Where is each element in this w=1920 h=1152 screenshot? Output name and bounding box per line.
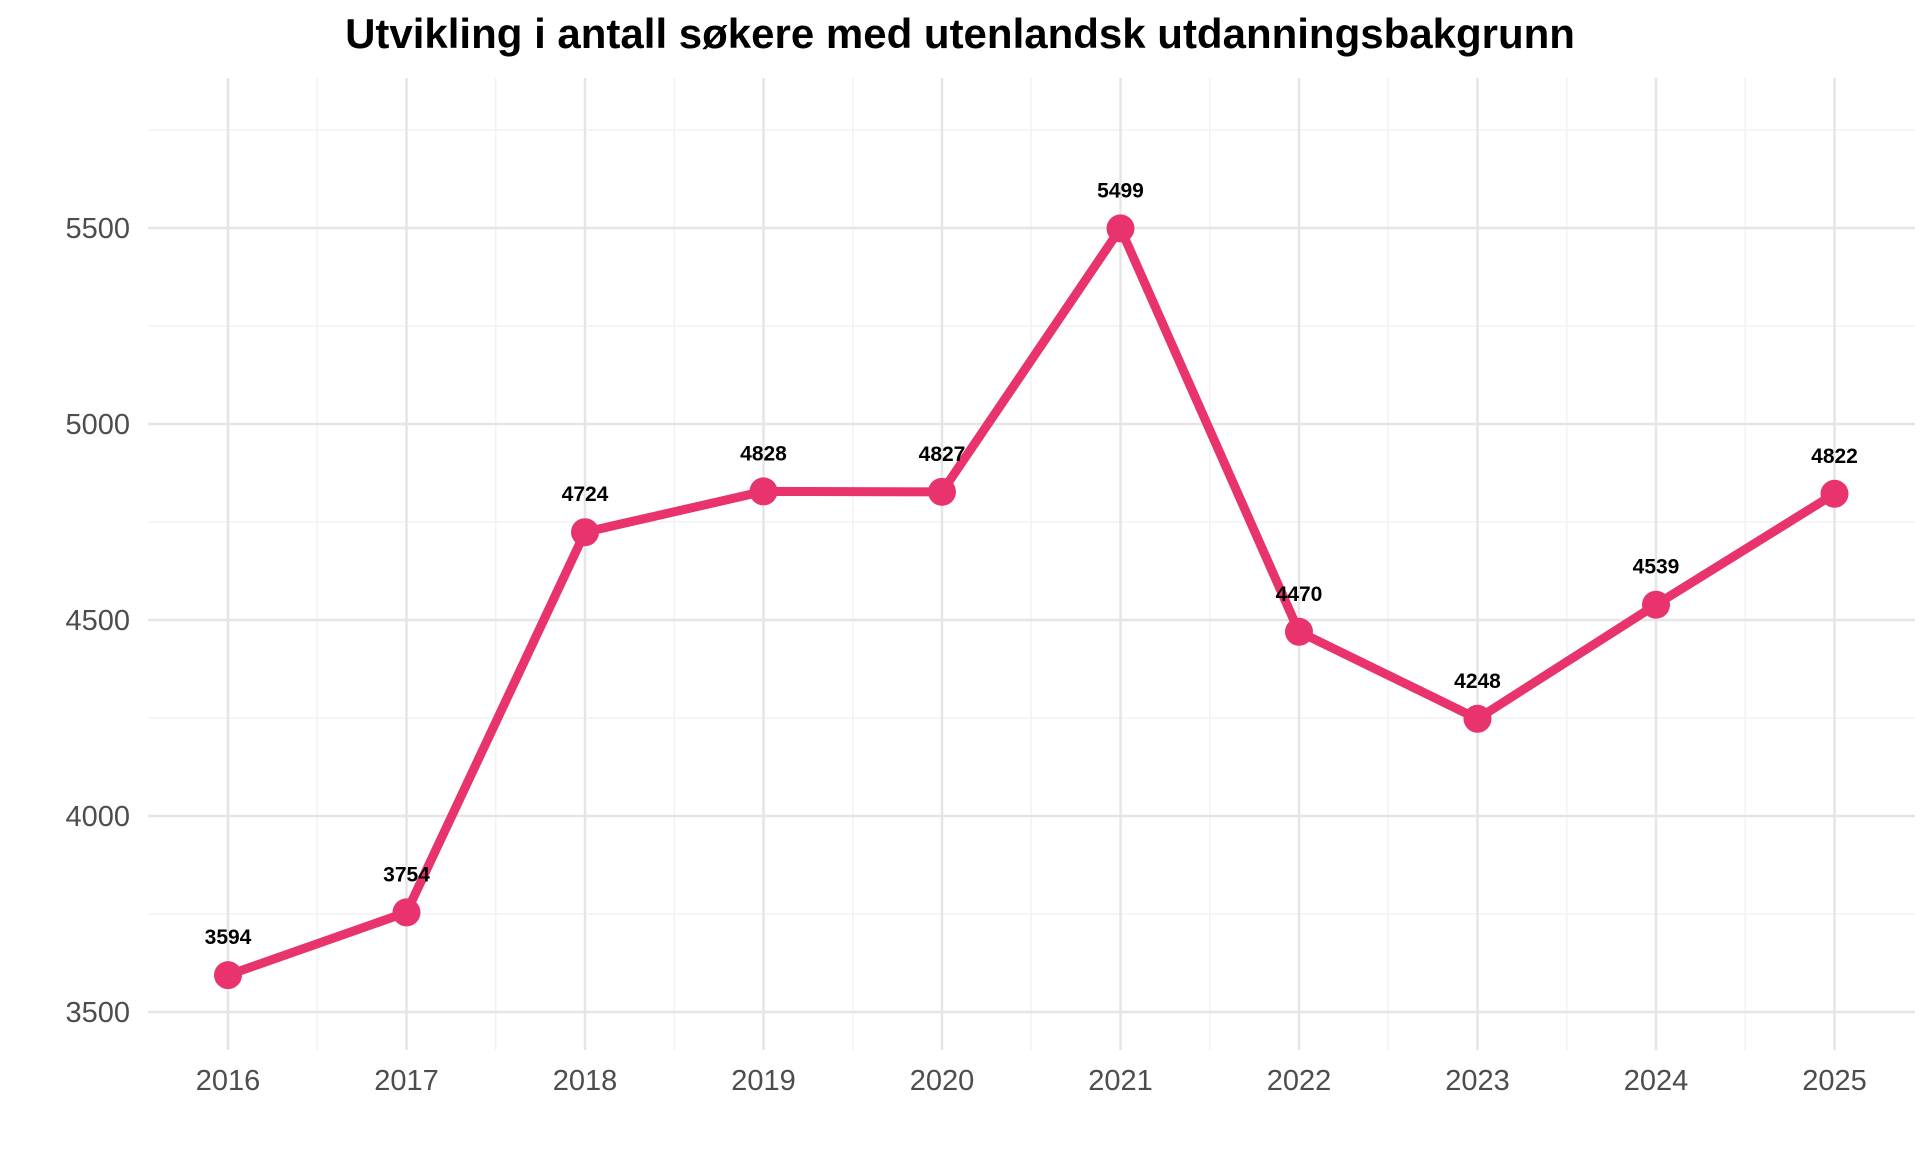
data-label: 4822 bbox=[1811, 445, 1858, 468]
y-tick-label: 5500 bbox=[65, 213, 130, 245]
x-axis-tick-labels: 2016 2017 2018 2019 2020 2021 2022 2023 2024 2025 bbox=[196, 1065, 1867, 1097]
y-tick-label: 4500 bbox=[65, 605, 130, 637]
y-tick-label: 3500 bbox=[65, 997, 130, 1029]
major-gridlines bbox=[148, 78, 1915, 1050]
data-point bbox=[1285, 617, 1313, 646]
data-points bbox=[214, 214, 1849, 990]
x-tick-label: 2016 bbox=[196, 1065, 261, 1097]
data-label: 3754 bbox=[383, 863, 430, 886]
x-tick-label: 2023 bbox=[1445, 1065, 1510, 1097]
y-axis-tick-labels: 3500 4000 4500 5000 5500 bbox=[65, 213, 130, 1029]
x-tick-label: 2025 bbox=[1802, 1065, 1867, 1097]
data-point bbox=[1642, 590, 1670, 619]
y-tick-label: 4000 bbox=[65, 801, 130, 833]
data-label: 4470 bbox=[1276, 583, 1323, 606]
x-tick-label: 2024 bbox=[1624, 1065, 1689, 1097]
data-labels: 3594 3754 4724 4828 4827 5499 4470 4248 4539 4822 bbox=[205, 179, 1858, 949]
data-point bbox=[571, 518, 599, 547]
x-tick-label: 2020 bbox=[910, 1065, 975, 1097]
data-point bbox=[928, 477, 956, 506]
series-line-group bbox=[223, 223, 1839, 980]
data-point bbox=[1463, 704, 1492, 733]
x-tick-label: 2018 bbox=[553, 1065, 618, 1097]
chart-title: Utvikling i antall søkere med utenlandsk… bbox=[345, 10, 1575, 57]
data-point bbox=[392, 898, 421, 927]
series-line bbox=[223, 223, 1839, 980]
data-label: 4724 bbox=[562, 483, 609, 506]
data-label: 3594 bbox=[205, 926, 252, 949]
x-tick-label: 2017 bbox=[374, 1065, 439, 1097]
data-label: 4828 bbox=[740, 442, 787, 465]
x-tick-label: 2021 bbox=[1088, 1065, 1153, 1097]
data-point bbox=[1820, 479, 1849, 508]
data-label: 4827 bbox=[919, 443, 966, 466]
y-tick-label: 5000 bbox=[65, 409, 130, 441]
x-tick-label: 2022 bbox=[1267, 1065, 1332, 1097]
data-label: 4539 bbox=[1633, 556, 1680, 579]
minor-gridlines bbox=[148, 78, 1915, 1050]
data-label: 4248 bbox=[1454, 670, 1501, 693]
x-tick-label: 2019 bbox=[731, 1065, 796, 1097]
data-label: 5499 bbox=[1097, 179, 1144, 202]
data-point bbox=[1106, 214, 1135, 243]
data-point bbox=[749, 477, 778, 506]
data-point bbox=[214, 961, 242, 990]
